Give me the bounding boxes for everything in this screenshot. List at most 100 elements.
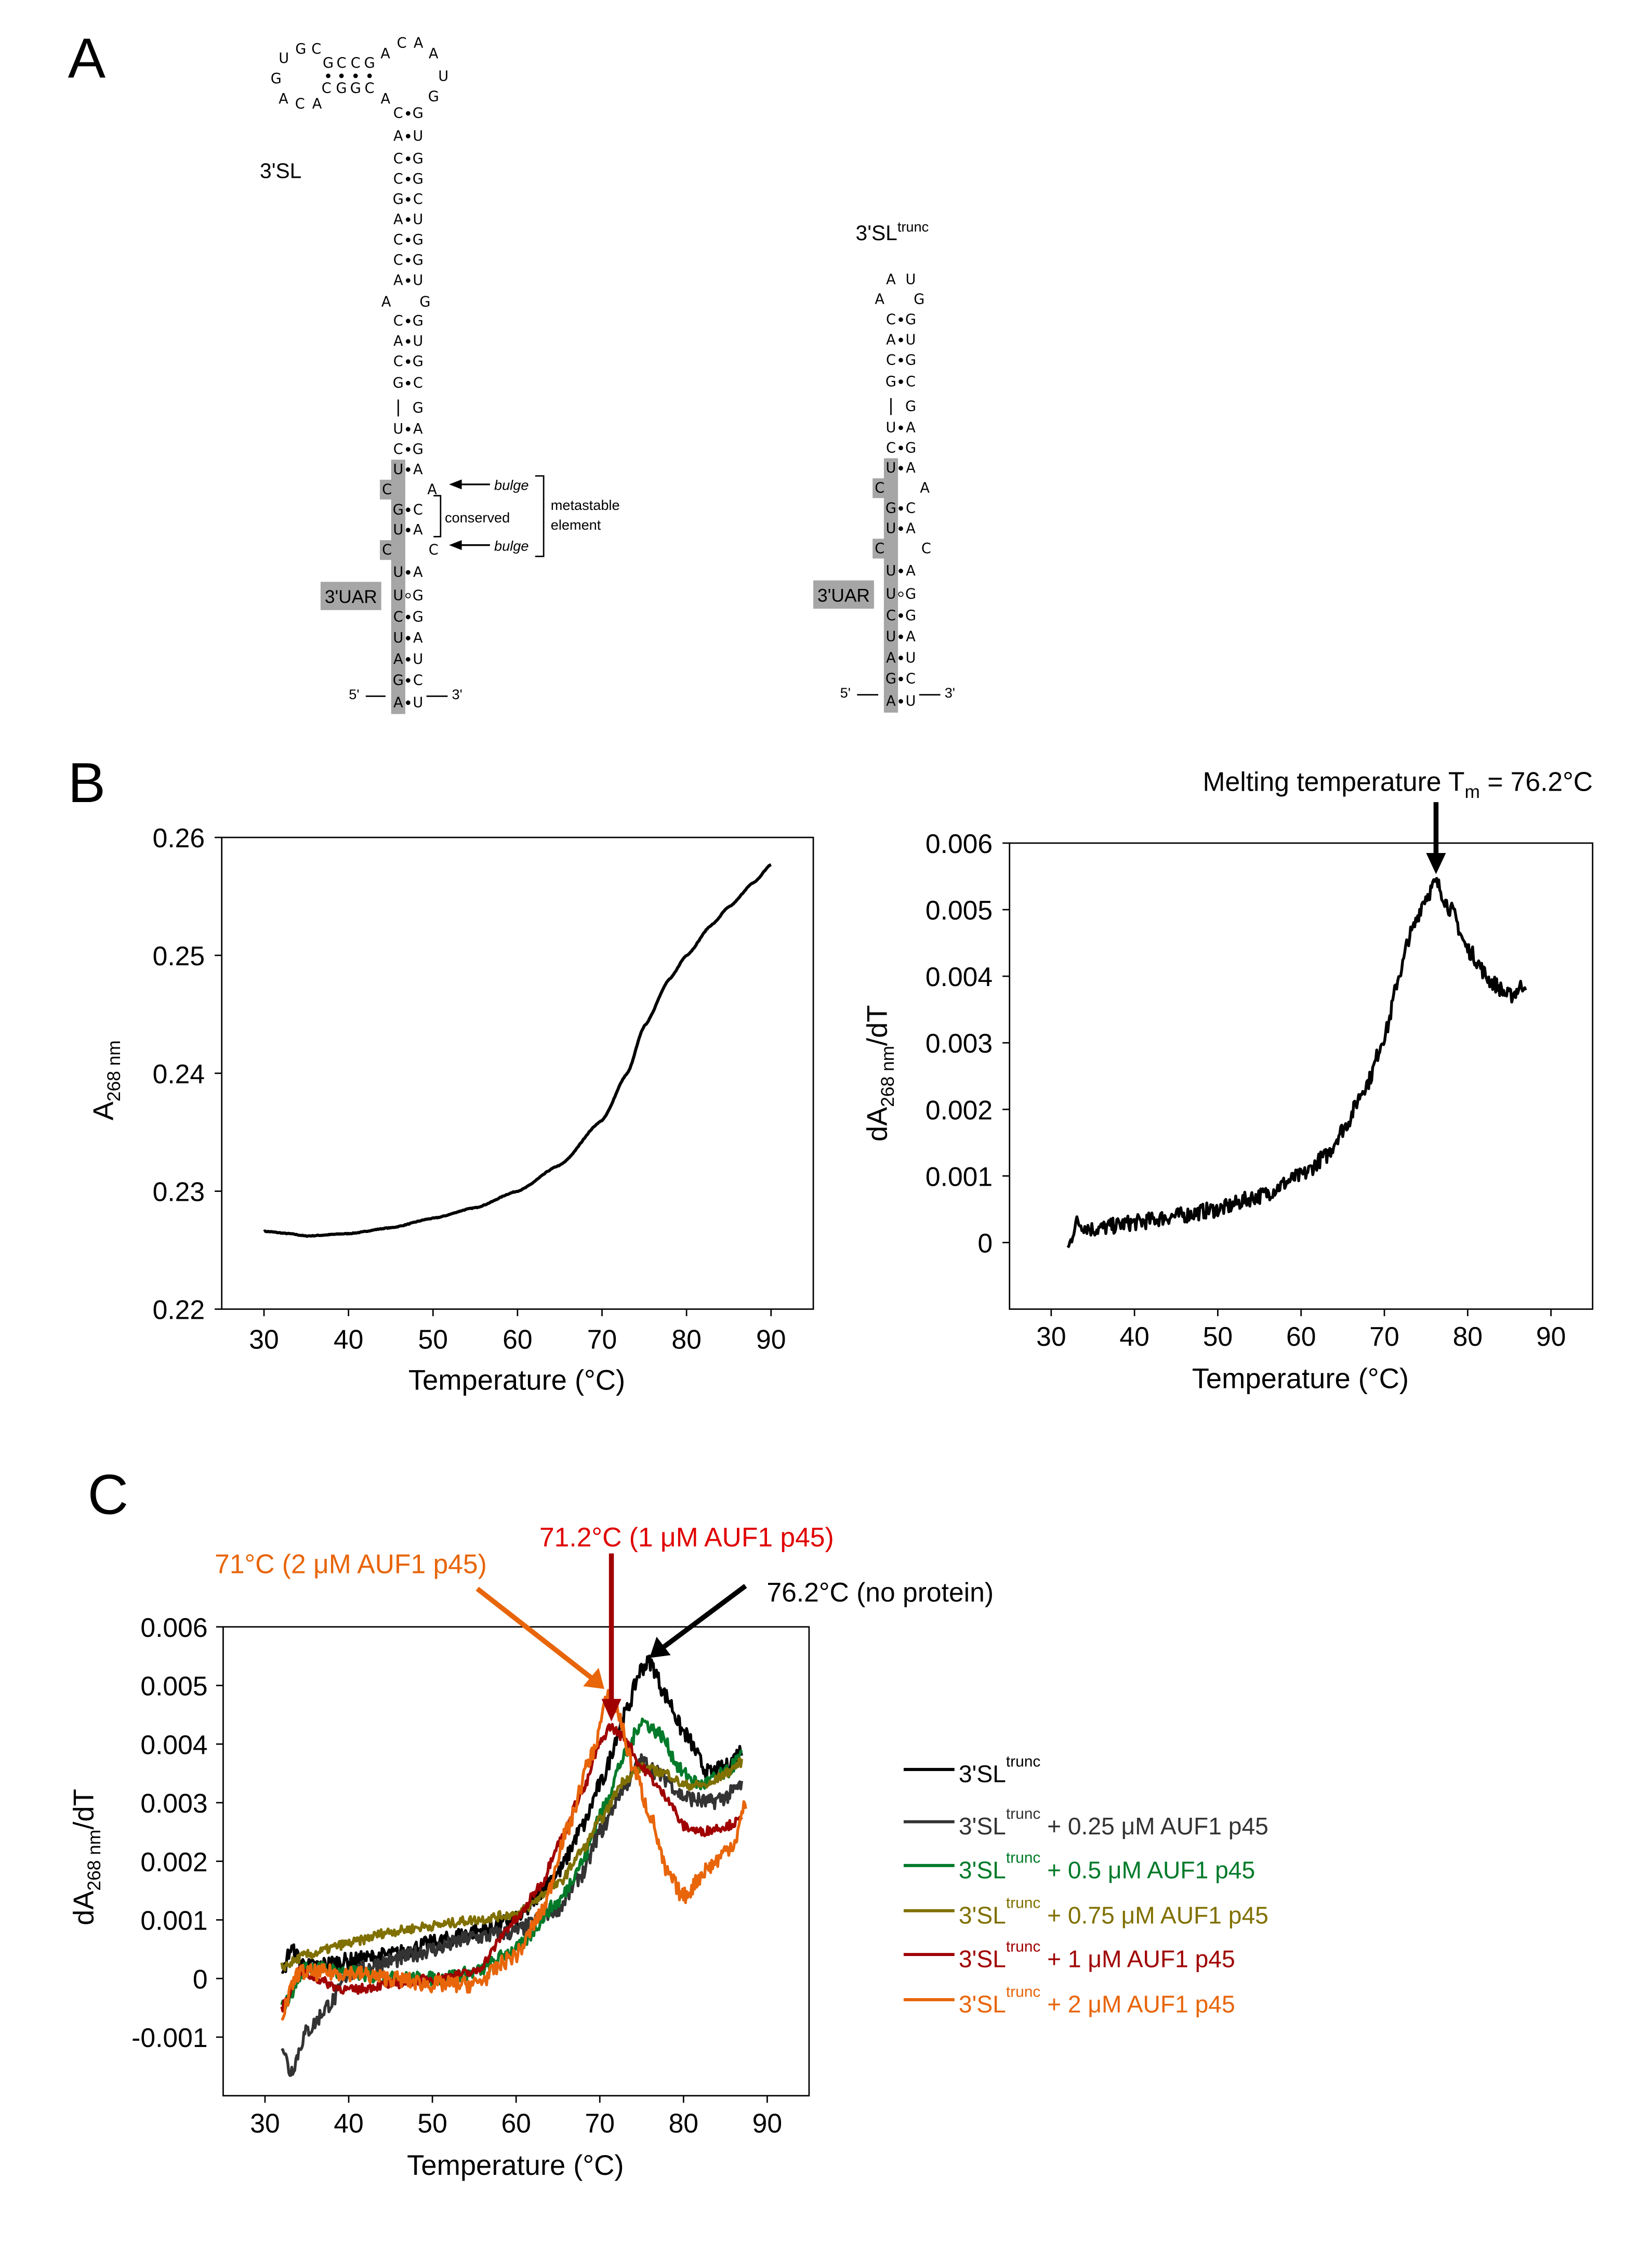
y-tick-label: 0.003 [926,1028,993,1058]
x-tick-label: 30 [1036,1321,1066,1351]
loop-nucleotide: G [350,81,361,97]
stem-nucleotide: A [413,522,423,538]
stem-nucleotide: A [393,272,403,288]
x-tick-label: 50 [418,1324,448,1355]
chart-c-legend: 3'SLtrunc 3'SLtrunc + 0.25 μM AUF1 p45 3'S… [903,1753,1268,2017]
stem-nucleotide: C [413,375,423,391]
legend-label: 3'SLtrunc + 1 μM AUF1 p45 [959,1938,1235,1973]
uar-shading [873,458,898,713]
stem-nucleotide: C [393,313,403,329]
x-tick-label: 70 [585,2108,615,2138]
base-pair-dot [405,359,411,364]
stem-nucleotide: G [393,672,404,688]
base-pair-dot [898,379,903,384]
base-pair-dot [405,134,411,139]
stem-nucleotide: A [393,212,403,228]
stem-nucleotide: G [413,400,424,416]
loop-nucleotide: A [414,35,424,51]
y-axis-title: dA268 nm/dT [861,1005,898,1141]
y-tick-label: 0.005 [140,1671,207,1701]
y-tick-label: 0.26 [153,823,205,853]
stem-nucleotide: U [413,694,423,711]
stem-nucleotide: U [413,651,423,667]
stem-nucleotide: U [413,212,423,228]
base-pair-dot [405,427,411,431]
x-tick-label: 50 [1203,1321,1233,1351]
stem-nucleotide: U [393,587,403,603]
stem-nucleotide: A [393,333,403,349]
x-tick-label: 60 [501,2108,531,2138]
x-tick-label: 60 [503,1324,532,1355]
x-tick-label: 40 [334,2108,363,2138]
base-pair-dot [405,238,411,242]
stem-nucleotide: A [427,481,437,497]
stem-nucleotide: U [393,630,403,646]
y-tick-label: 0.006 [926,829,993,859]
base-pair-dot [405,217,411,222]
stem-nucleotide: C [393,441,403,457]
y-tick-label: 0.22 [153,1294,205,1324]
x-axis-title: Temperature (°C) [407,2149,624,2181]
annotation-2um: 71°C (2 μM AUF1 p45) [215,1549,487,1579]
y-axis-title-main: A [88,1101,120,1120]
y-tick-label: 0.001 [926,1161,993,1191]
base-pair-dot [405,319,411,323]
base-pair-dot [898,613,903,618]
series-line-0 [281,1655,743,1975]
stem-nucleotide: G [413,609,424,625]
bulge-arrow-bottom [449,540,490,550]
stem-nucleotide: G [393,375,404,391]
five-prime-label: 5' [349,686,359,702]
base-pair-dot [405,278,411,283]
loop-nucleotide: C [295,96,305,112]
conserved-bracket [433,495,442,537]
loop-nucleotide: G [323,55,334,71]
uar-shade-bulge [873,539,886,559]
stem-nucleotide: C [875,480,884,496]
stem-nucleotide: U [886,586,896,602]
stem-nucleotide: U [886,419,896,436]
y-axis-title: dA268 nm/dT [68,1789,104,1925]
base-pair-dot [353,73,358,78]
panel-label-c: C [88,1463,128,1526]
base-pair-dot [405,507,411,513]
stem-nucleotide: A [413,462,423,478]
loop-nucleotide: C [397,35,407,51]
stem-nucleotide: G [413,587,424,603]
x-tick-label: 40 [1119,1321,1149,1351]
uar-shade-bar [391,460,405,714]
stem-nucleotide: G [393,502,404,518]
stem-nucleotide: G [886,671,896,687]
x-tick-label: 80 [669,2108,698,2138]
base-pair-dot [898,506,903,511]
stem-nucleotide: A [381,294,391,310]
chart-b-derivative: 30 40 50 60 70 80 90 0 0.001 0.002 0.003 0.004 0.005… [861,766,1594,1395]
series-line-0 [1066,877,1527,1249]
tm-annotation: Melting temperature Tm = 76.2°C [1203,766,1593,802]
stem-nucleotide: G [419,294,430,310]
stem-nucleotide: A [886,693,896,710]
structure-label-3sl-trunc: 3'SLtrunc [856,219,929,245]
stem-nucleotide: C [429,542,439,558]
uar-shade-bulge [873,478,886,498]
stem-nucleotide: A [413,421,423,437]
base-pair-dot [898,358,903,363]
stem-nucleotide: C [393,609,403,625]
stem-nucleotide: G [905,311,916,327]
loop-nucleotide: C [365,81,375,97]
base-pair-dot [367,73,372,78]
y-tick-label: 0.25 [153,941,205,971]
stem-nucleotide: C [393,232,403,248]
annotation-no-protein: 76.2°C (no protein) [766,1577,994,1607]
stem-nucleotide: U [413,128,423,144]
loop-nucleotide: A [380,46,390,62]
loop-nucleotide: A [312,96,322,112]
stem-nucleotide: C [886,608,896,624]
stem-nucleotide: A [920,480,930,496]
five-prime-label: 5' [840,685,851,701]
y-tick-label: 0.002 [926,1095,993,1125]
base-pair-dot [898,425,903,430]
stem-nucleotide: A [906,419,916,436]
